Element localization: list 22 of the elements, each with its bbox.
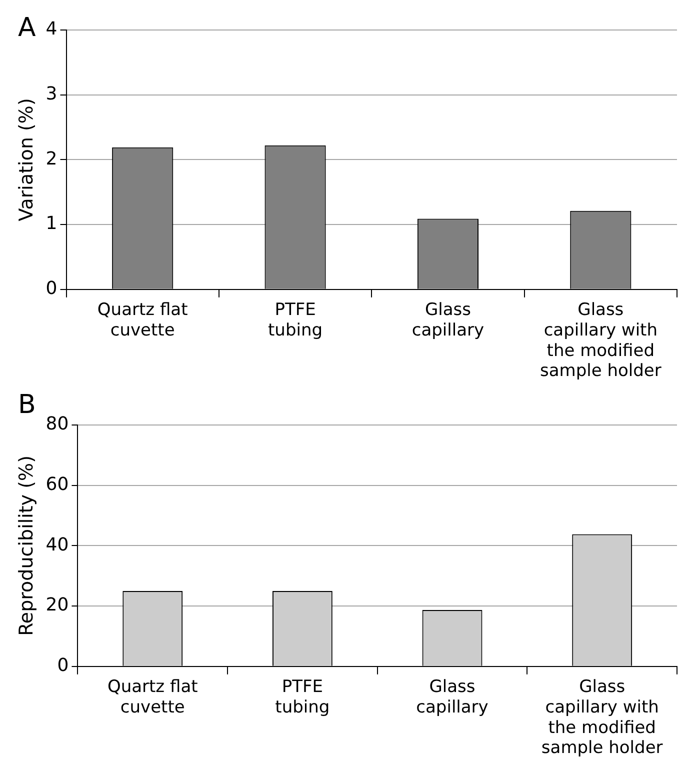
- x-tick-label: PTFE tubing: [268, 300, 323, 340]
- x-tick-label: PTFE tubing: [275, 677, 330, 718]
- x-tick-label: Glass capillary: [416, 677, 488, 718]
- x-tick-label: Glass capillary: [412, 300, 484, 340]
- text: A: [18, 12, 36, 43]
- y-tick-label: 60: [46, 474, 69, 496]
- x-tick-label: Quartz flat cuvette: [107, 677, 198, 718]
- text: B: [18, 390, 36, 420]
- y-tick-label: 80: [46, 414, 69, 435]
- y-tick-label: 40: [46, 534, 69, 556]
- x-tick-label: Glass capillary with the modified sample holder: [541, 677, 663, 758]
- y-tick-label: 4: [46, 18, 58, 40]
- y-axis-title: Reproducibility (%): [15, 455, 38, 636]
- y-tick-label: 2: [46, 148, 58, 170]
- y-tick-label: 20: [46, 594, 69, 616]
- y-tick-label: 0: [46, 278, 58, 300]
- x-tick-label: Quartz flat cuvette: [97, 300, 188, 340]
- y-tick-label: 0: [57, 655, 69, 676]
- y-tick-label: 3: [46, 84, 58, 105]
- x-tick-label: Glass capillary with the modified sample holder: [540, 300, 662, 382]
- y-tick-label: 1: [46, 213, 58, 234]
- y-axis-title: Variation (%): [15, 98, 38, 222]
